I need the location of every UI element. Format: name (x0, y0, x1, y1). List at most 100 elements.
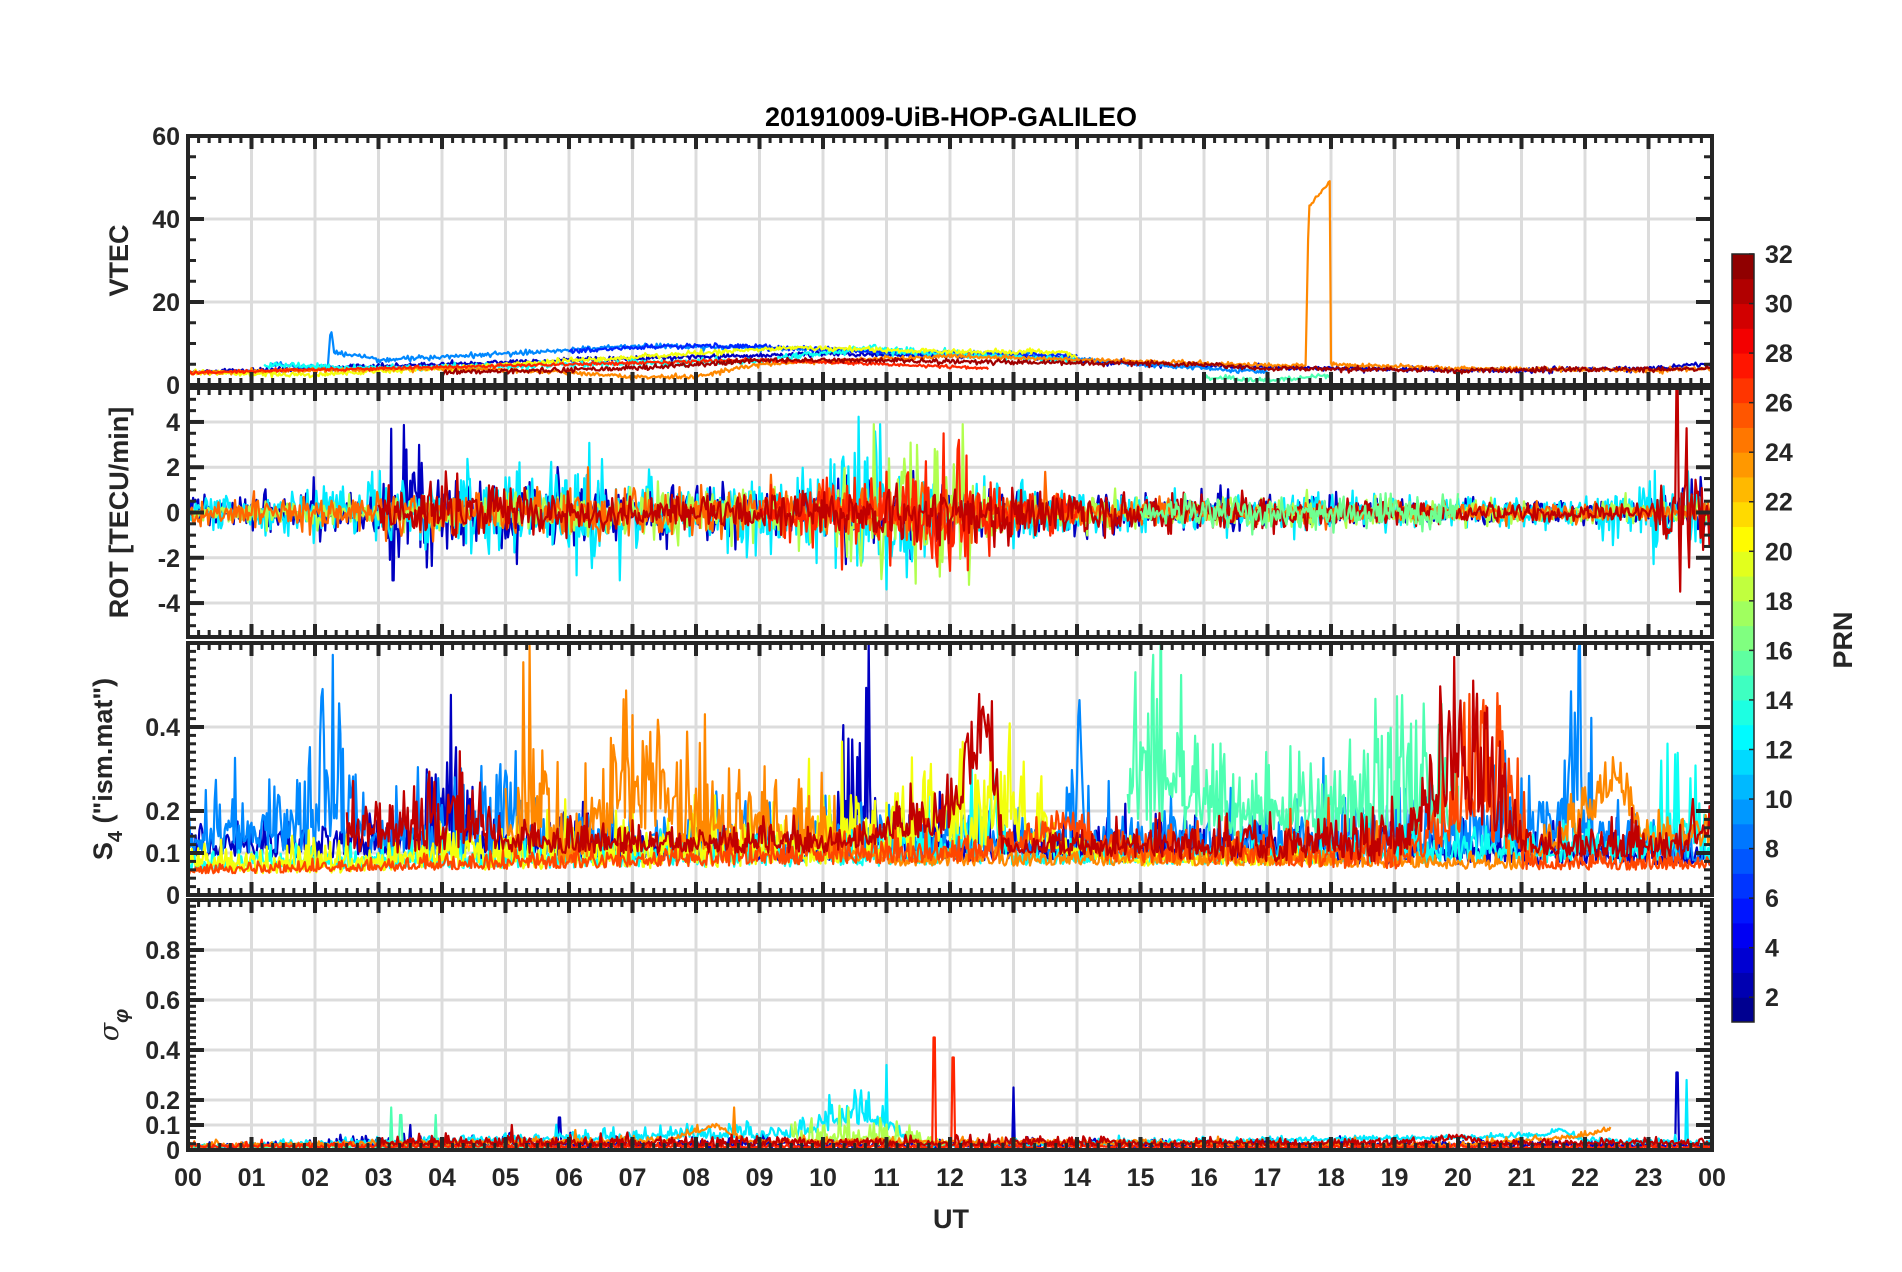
colorbar-band (1732, 625, 1754, 651)
y-axis-label: S4 ("ism.mat") (88, 678, 127, 860)
colorbar-tick-label: 28 (1765, 340, 1793, 368)
colorbar-band (1732, 972, 1754, 998)
y-tick-label: 2 (166, 454, 180, 482)
colorbar-tick-label: 12 (1765, 736, 1793, 764)
x-tick-label: 00 (174, 1164, 202, 1192)
colorbar-tick-label: 26 (1765, 390, 1793, 418)
x-tick-label: 05 (492, 1164, 520, 1192)
y-tick-label: 40 (152, 206, 180, 234)
colorbar-band (1732, 848, 1754, 874)
series-group (188, 643, 1712, 875)
x-tick-label: 18 (1317, 1164, 1345, 1192)
x-tick-label: 00 (1698, 1164, 1726, 1192)
x-tick-label: 12 (936, 1164, 964, 1192)
y-tick-label: 4 (166, 409, 180, 437)
colorbar-tick-label: 16 (1765, 637, 1793, 665)
panel-1: 0 20 40 60 VTEC (104, 123, 1714, 400)
colorbar-band (1732, 476, 1754, 503)
y-tick-label: -4 (158, 590, 180, 618)
colorbar-band (1732, 278, 1754, 305)
y-axis-label-text: ROT [TECU/min] (104, 407, 134, 618)
x-tick-label: 03 (365, 1164, 393, 1192)
x-tick-label: 22 (1571, 1164, 1599, 1192)
y-tick-label: 0 (166, 1137, 180, 1165)
colorbar-tick-label: 18 (1765, 588, 1793, 616)
colorbar-band (1732, 724, 1754, 750)
colorbar-band (1732, 823, 1754, 850)
colorbar-band (1732, 799, 1754, 825)
y-tick-label: 0.4 (145, 714, 180, 742)
colorbar-frame (1731, 253, 1755, 1023)
colorbar-band (1732, 675, 1754, 701)
colorbar-band (1732, 898, 1754, 924)
y-axis-label-text: σ (94, 1021, 125, 1041)
series-line-prn-30 (377, 388, 1712, 593)
y-axis-label: σφ (94, 1009, 133, 1042)
colorbar-band (1732, 576, 1754, 602)
colorbar-tick-label: 2 (1765, 984, 1779, 1012)
colorbar-tick-label: 20 (1765, 538, 1793, 566)
x-tick-label: 07 (619, 1164, 647, 1192)
colorbar-tick-label: 14 (1765, 687, 1793, 715)
y-axis-label-subscript: φ (111, 1009, 133, 1023)
series-line-prn-31 (441, 356, 1712, 377)
colorbar-band (1732, 254, 1754, 280)
colorbar-band (1732, 922, 1754, 949)
y-axis-label-subscript: 4 (105, 830, 127, 842)
y-tick-label: 0.1 (145, 1112, 180, 1140)
x-tick-label: 11 (873, 1164, 900, 1192)
x-tick-label: 17 (1254, 1164, 1282, 1192)
x-tick-label: 19 (1381, 1164, 1409, 1192)
y-axis-label: ROT [TECU/min] (104, 407, 134, 618)
y-tick-label: 0.6 (145, 987, 180, 1015)
colorbar-band (1732, 328, 1754, 354)
y-axis-label-suffix: ("ism.mat") (88, 678, 118, 831)
y-tick-label: 0 (166, 372, 180, 400)
colorbar-band (1732, 526, 1754, 552)
colorbar-band (1732, 749, 1754, 775)
colorbar-band (1732, 873, 1754, 899)
y-tick-label: 0.4 (145, 1037, 180, 1065)
colorbar-band (1732, 947, 1754, 973)
x-tick-label: 20 (1444, 1164, 1472, 1192)
chart-title: 20191009-UiB-HOP-GALILEO (765, 102, 1137, 132)
y-tick-label: 0 (166, 500, 180, 528)
series-line-prn-20 (188, 344, 1078, 379)
colorbar-band (1732, 427, 1754, 453)
y-tick-label: 0.2 (145, 1087, 180, 1115)
series-line-prn-26 (188, 691, 1712, 875)
colorbar-tick-label: 24 (1765, 439, 1793, 467)
series-line-prn-30 (345, 655, 1712, 863)
colorbar-tick-label: 10 (1765, 786, 1793, 814)
colorbar-band (1732, 303, 1754, 329)
panel-3: 0 0.1 0.2 0.4 S4 ("ism.mat") (88, 641, 1714, 910)
colorbar-band (1732, 699, 1754, 726)
panel-2: -4 -2 0 2 4 ROT [TECU/min] (104, 386, 1714, 639)
y-tick-label: 0.1 (145, 840, 180, 868)
colorbar-band (1732, 997, 1754, 1023)
x-tick-label: 23 (1635, 1164, 1663, 1192)
x-tick-label: 15 (1127, 1164, 1155, 1192)
x-tick-label: 14 (1063, 1164, 1091, 1192)
y-tick-label: -2 (158, 545, 180, 573)
colorbar-tick-label: 4 (1765, 935, 1779, 963)
colorbar-tick-label: 22 (1765, 489, 1793, 517)
y-axis-label: VTEC (104, 224, 134, 296)
colorbar-label: PRN (1828, 611, 1858, 668)
y-tick-label: 0 (166, 882, 180, 910)
x-tick-label: 01 (238, 1164, 266, 1192)
series-line-prn-16 (1139, 492, 1460, 536)
panel-4: 00.10.2 0.4 0.6 0.8 σφ (94, 898, 1714, 1165)
colorbar-band (1732, 402, 1754, 428)
y-axis-label-text: S (88, 842, 118, 860)
x-tick-label: 16 (1190, 1164, 1218, 1192)
x-tick-label: 10 (809, 1164, 837, 1192)
series-line-prn-30 (377, 1123, 1712, 1148)
colorbar-band (1732, 353, 1754, 379)
x-tick-label: 13 (1000, 1164, 1028, 1192)
colorbar-band (1732, 501, 1754, 528)
y-tick-label: 20 (152, 289, 180, 317)
